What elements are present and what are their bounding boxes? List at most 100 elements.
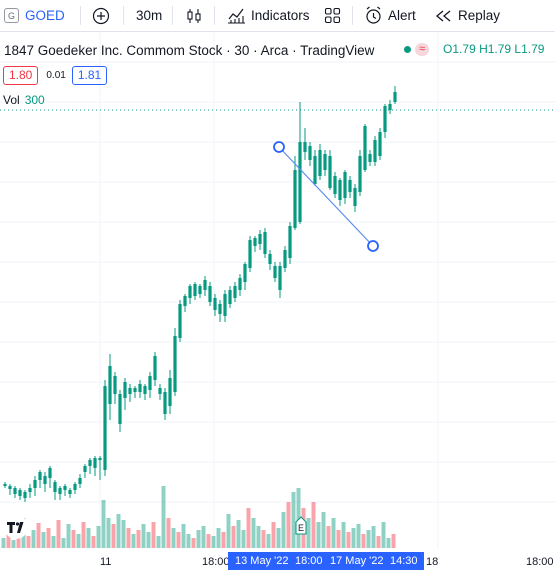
- bid-ask-row: 1.80 0.01 1.81: [3, 66, 108, 85]
- timeframe-label: 30m: [136, 8, 163, 23]
- candle-body: [183, 296, 187, 306]
- volume-bar: [146, 532, 151, 548]
- volume-bar: [66, 524, 71, 548]
- volume-bar: [196, 530, 201, 548]
- volume-bar: [246, 508, 251, 548]
- timeframe-button[interactable]: 30m: [136, 0, 162, 31]
- volume-legend: Vol 300: [3, 93, 45, 107]
- indicators-button[interactable]: Indicators: [227, 0, 310, 31]
- volume-bar: [201, 526, 206, 548]
- range-label: 13 May '22: [235, 555, 289, 567]
- candle-body: [253, 238, 257, 246]
- candle-body: [288, 226, 292, 258]
- volume-bar: [56, 520, 61, 548]
- toolbar-divider: [123, 6, 124, 25]
- volume-bar: [361, 534, 366, 548]
- symbol-name: GOED: [25, 8, 65, 23]
- candle-body: [143, 386, 147, 394]
- volume-bar: [281, 512, 286, 548]
- replay-icon: [435, 10, 451, 21]
- volume-bar: [141, 524, 146, 548]
- chart-style-button[interactable]: [185, 0, 203, 31]
- symbol-logo-icon: G: [4, 8, 19, 23]
- trend-line-handle-start[interactable]: [273, 141, 285, 153]
- candle-body: [218, 304, 222, 314]
- trend-line-drawing: E: [273, 141, 379, 535]
- volume-bar: [266, 534, 271, 548]
- layout-icon: [324, 7, 341, 24]
- volume-bar: [391, 534, 396, 548]
- volume-bar: [81, 522, 86, 548]
- candle-body: [68, 490, 72, 494]
- tradingview-logo-icon[interactable]: [4, 515, 28, 539]
- candle-body: [108, 366, 112, 404]
- candle-body: [58, 488, 62, 494]
- candle-body: [168, 378, 172, 406]
- volume-bar: [231, 526, 236, 548]
- candle-body: [243, 264, 247, 282]
- candle-body: [178, 304, 182, 338]
- volume-bar: [181, 524, 186, 548]
- alert-button[interactable]: Alert: [364, 0, 416, 31]
- volume-bar: [156, 536, 161, 548]
- replay-button[interactable]: Replay: [435, 0, 500, 31]
- volume-bar: [376, 536, 381, 548]
- compare-button[interactable]: [92, 0, 110, 31]
- volume-bar: [36, 523, 41, 548]
- candle-body: [278, 266, 282, 290]
- spread-value: 0.01: [46, 70, 66, 81]
- volume-bar: [326, 526, 331, 548]
- volume-bars: [1, 486, 396, 548]
- replay-label: Replay: [458, 8, 501, 23]
- candle-body: [328, 156, 332, 188]
- event-marker-shape: [295, 516, 307, 535]
- event-marker-label: E: [298, 523, 304, 533]
- symbol-search-button[interactable]: G GOED: [4, 0, 65, 31]
- layout-button[interactable]: [324, 0, 341, 31]
- volume-bar: [26, 536, 31, 548]
- volume-bar: [166, 518, 171, 548]
- volume-bar: [46, 528, 51, 548]
- volume-bar: [51, 536, 56, 548]
- candle-body: [118, 394, 122, 424]
- range-label: 17 May '22: [330, 555, 384, 567]
- delayed-data-badge[interactable]: ≈: [415, 42, 430, 56]
- trend-line-handle-end[interactable]: [367, 240, 379, 252]
- volume-bar: [61, 538, 66, 548]
- candle-body: [158, 388, 162, 394]
- add-compare-icon: [92, 7, 110, 24]
- candle-body: [338, 180, 342, 200]
- time-axis[interactable]: 11 18:00 18 18:00: [0, 548, 555, 584]
- candle-body: [28, 488, 32, 492]
- volume-label: Vol: [3, 93, 20, 107]
- earnings-event-marker[interactable]: E: [295, 516, 307, 535]
- candle-body: [318, 150, 322, 176]
- candle-body: [368, 154, 372, 162]
- candle-body: [83, 466, 87, 472]
- toolbar-divider: [214, 6, 215, 25]
- range-label: 18:00: [295, 555, 323, 567]
- volume-bar: [241, 530, 246, 548]
- candle-body: [63, 486, 67, 490]
- buy-price-button[interactable]: 1.81: [71, 66, 108, 85]
- volume-bar: [171, 528, 176, 548]
- volume-bar: [121, 520, 126, 548]
- volume-bar: [91, 536, 96, 548]
- volume-bar: [176, 532, 181, 548]
- candle-body: [128, 388, 132, 394]
- volume-bar: [271, 522, 276, 548]
- candle-body: [163, 392, 167, 414]
- volume-bar: [341, 522, 346, 548]
- candle-body: [378, 132, 382, 156]
- candle-body: [73, 484, 77, 490]
- volume-bar: [31, 530, 36, 548]
- candle-body: [123, 382, 127, 398]
- sell-price-button[interactable]: 1.80: [3, 66, 39, 85]
- candle-body: [373, 140, 377, 162]
- candle-body: [263, 232, 267, 254]
- volume-bar: [311, 502, 316, 548]
- volume-bar: [111, 524, 116, 548]
- volume-bar: [206, 534, 211, 548]
- ohlc-values: O1.79 H1.79 L1.79: [443, 42, 545, 56]
